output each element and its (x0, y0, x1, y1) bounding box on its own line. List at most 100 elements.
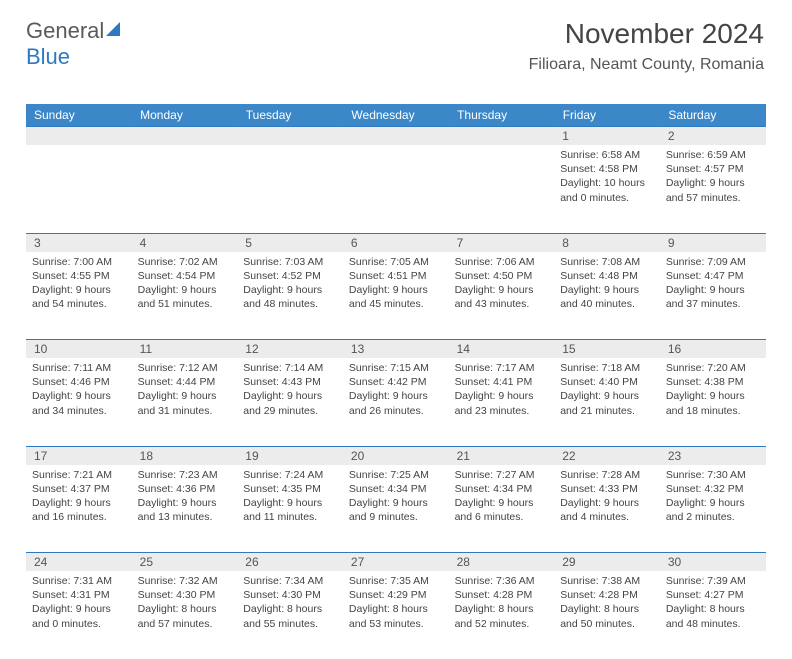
day-info: Sunrise: 7:27 AMSunset: 4:34 PMDaylight:… (449, 465, 555, 531)
daylight: Daylight: 9 hours and 40 minutes. (560, 283, 654, 311)
day-cell: Sunrise: 7:24 AMSunset: 4:35 PMDaylight:… (237, 465, 343, 553)
daylight: Daylight: 9 hours and 4 minutes. (560, 496, 654, 524)
day-cell: Sunrise: 7:12 AMSunset: 4:44 PMDaylight:… (132, 358, 238, 446)
daylight: Daylight: 9 hours and 26 minutes. (349, 389, 443, 417)
day-cell: Sunrise: 7:05 AMSunset: 4:51 PMDaylight:… (343, 252, 449, 340)
day-number: 6 (343, 233, 449, 252)
week-0-numbers: 12 (26, 127, 766, 146)
sunset: Sunset: 4:33 PM (560, 482, 654, 496)
day-number: 8 (554, 233, 660, 252)
location: Filioara, Neamt County, Romania (529, 56, 764, 74)
day-number: 18 (132, 446, 238, 465)
week-4-info: Sunrise: 7:31 AMSunset: 4:31 PMDaylight:… (26, 571, 766, 659)
week-4-numbers: 24252627282930 (26, 553, 766, 572)
sunset: Sunset: 4:32 PM (666, 482, 760, 496)
dayheader-monday: Monday (132, 104, 238, 127)
day-info: Sunrise: 7:34 AMSunset: 4:30 PMDaylight:… (237, 571, 343, 637)
day-number: 21 (449, 446, 555, 465)
day-info: Sunrise: 7:17 AMSunset: 4:41 PMDaylight:… (449, 358, 555, 424)
week-2-info: Sunrise: 7:11 AMSunset: 4:46 PMDaylight:… (26, 358, 766, 446)
day-info: Sunrise: 7:25 AMSunset: 4:34 PMDaylight:… (343, 465, 449, 531)
calendar-table: SundayMondayTuesdayWednesdayThursdayFrid… (26, 104, 766, 659)
day-cell: Sunrise: 7:08 AMSunset: 4:48 PMDaylight:… (554, 252, 660, 340)
day-info: Sunrise: 7:08 AMSunset: 4:48 PMDaylight:… (554, 252, 660, 318)
day-info: Sunrise: 7:30 AMSunset: 4:32 PMDaylight:… (660, 465, 766, 531)
day-info: Sunrise: 7:20 AMSunset: 4:38 PMDaylight:… (660, 358, 766, 424)
day-info: Sunrise: 7:24 AMSunset: 4:35 PMDaylight:… (237, 465, 343, 531)
sunset: Sunset: 4:42 PM (349, 375, 443, 389)
daylight: Daylight: 8 hours and 50 minutes. (560, 602, 654, 630)
day-number: 12 (237, 340, 343, 359)
sunrise: Sunrise: 7:08 AM (560, 255, 654, 269)
sunset: Sunset: 4:30 PM (138, 588, 232, 602)
day-info: Sunrise: 7:12 AMSunset: 4:44 PMDaylight:… (132, 358, 238, 424)
logo-line2: Blue (26, 44, 70, 69)
sunrise: Sunrise: 7:20 AM (666, 361, 760, 375)
sunset: Sunset: 4:40 PM (560, 375, 654, 389)
day-number: 3 (26, 233, 132, 252)
sunrise: Sunrise: 7:25 AM (349, 468, 443, 482)
day-cell: Sunrise: 7:21 AMSunset: 4:37 PMDaylight:… (26, 465, 132, 553)
day-cell (449, 145, 555, 233)
day-info: Sunrise: 7:14 AMSunset: 4:43 PMDaylight:… (237, 358, 343, 424)
week-3-numbers: 17181920212223 (26, 446, 766, 465)
sunrise: Sunrise: 7:31 AM (32, 574, 126, 588)
daylight: Daylight: 9 hours and 34 minutes. (32, 389, 126, 417)
sunrise: Sunrise: 6:59 AM (666, 148, 760, 162)
day-cell: Sunrise: 7:32 AMSunset: 4:30 PMDaylight:… (132, 571, 238, 659)
day-number (26, 127, 132, 146)
day-cell: Sunrise: 7:23 AMSunset: 4:36 PMDaylight:… (132, 465, 238, 553)
day-number: 23 (660, 446, 766, 465)
day-number (132, 127, 238, 146)
daylight: Daylight: 9 hours and 23 minutes. (455, 389, 549, 417)
sunrise: Sunrise: 7:14 AM (243, 361, 337, 375)
sunrise: Sunrise: 7:28 AM (560, 468, 654, 482)
day-number: 30 (660, 553, 766, 572)
daylight: Daylight: 9 hours and 6 minutes. (455, 496, 549, 524)
daylight: Daylight: 10 hours and 0 minutes. (560, 176, 654, 204)
day-cell: Sunrise: 7:11 AMSunset: 4:46 PMDaylight:… (26, 358, 132, 446)
week-2-numbers: 10111213141516 (26, 340, 766, 359)
sunrise: Sunrise: 7:03 AM (243, 255, 337, 269)
sunrise: Sunrise: 7:23 AM (138, 468, 232, 482)
day-number: 19 (237, 446, 343, 465)
day-number: 11 (132, 340, 238, 359)
daylight: Daylight: 9 hours and 31 minutes. (138, 389, 232, 417)
day-cell (26, 145, 132, 233)
day-number: 26 (237, 553, 343, 572)
day-cell: Sunrise: 7:06 AMSunset: 4:50 PMDaylight:… (449, 252, 555, 340)
dayheader-tuesday: Tuesday (237, 104, 343, 127)
sunrise: Sunrise: 7:05 AM (349, 255, 443, 269)
daylight: Daylight: 9 hours and 2 minutes. (666, 496, 760, 524)
daylight: Daylight: 9 hours and 21 minutes. (560, 389, 654, 417)
daylight: Daylight: 9 hours and 37 minutes. (666, 283, 760, 311)
day-info: Sunrise: 7:32 AMSunset: 4:30 PMDaylight:… (132, 571, 238, 637)
daylight: Daylight: 9 hours and 29 minutes. (243, 389, 337, 417)
day-cell (132, 145, 238, 233)
day-number (449, 127, 555, 146)
day-info: Sunrise: 7:03 AMSunset: 4:52 PMDaylight:… (237, 252, 343, 318)
sunrise: Sunrise: 6:58 AM (560, 148, 654, 162)
day-info: Sunrise: 7:09 AMSunset: 4:47 PMDaylight:… (660, 252, 766, 318)
day-info: Sunrise: 7:28 AMSunset: 4:33 PMDaylight:… (554, 465, 660, 531)
sunrise: Sunrise: 7:15 AM (349, 361, 443, 375)
sunset: Sunset: 4:57 PM (666, 162, 760, 176)
sunrise: Sunrise: 7:17 AM (455, 361, 549, 375)
day-number: 9 (660, 233, 766, 252)
daylight: Daylight: 9 hours and 43 minutes. (455, 283, 549, 311)
day-cell (343, 145, 449, 233)
day-info: Sunrise: 7:23 AMSunset: 4:36 PMDaylight:… (132, 465, 238, 531)
day-info: Sunrise: 7:18 AMSunset: 4:40 PMDaylight:… (554, 358, 660, 424)
logo: General Blue (26, 18, 120, 70)
sunset: Sunset: 4:52 PM (243, 269, 337, 283)
sunset: Sunset: 4:29 PM (349, 588, 443, 602)
week-0-info: Sunrise: 6:58 AMSunset: 4:58 PMDaylight:… (26, 145, 766, 233)
sunrise: Sunrise: 7:36 AM (455, 574, 549, 588)
day-cell: Sunrise: 7:25 AMSunset: 4:34 PMDaylight:… (343, 465, 449, 553)
daylight: Daylight: 9 hours and 11 minutes. (243, 496, 337, 524)
day-info: Sunrise: 7:21 AMSunset: 4:37 PMDaylight:… (26, 465, 132, 531)
sunset: Sunset: 4:28 PM (560, 588, 654, 602)
sunrise: Sunrise: 7:27 AM (455, 468, 549, 482)
day-cell: Sunrise: 7:18 AMSunset: 4:40 PMDaylight:… (554, 358, 660, 446)
sunset: Sunset: 4:48 PM (560, 269, 654, 283)
